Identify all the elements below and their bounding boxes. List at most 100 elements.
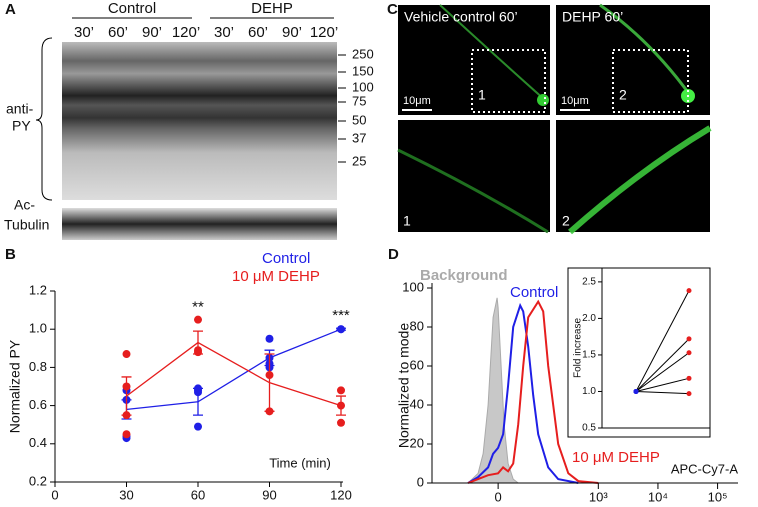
data-point (194, 348, 202, 357)
y-tick-label: 2.0 (582, 313, 596, 324)
lane-label: 120’ (310, 24, 338, 41)
scale-bar-label: 10μm (561, 95, 589, 107)
significance: *** (332, 307, 350, 324)
series-line (126, 328, 342, 411)
data-point (194, 422, 202, 431)
group-label: Control (108, 0, 156, 17)
panel-c (397, 3, 712, 235)
legend-label: 10 μM DEHP (232, 268, 320, 285)
y-tick-label: 60 (410, 357, 424, 372)
data-point (337, 418, 345, 427)
bracket (35, 37, 53, 201)
y-tick-label: 100 (402, 279, 424, 294)
region-label: 2 (562, 213, 570, 229)
y-tick-label: 1.0 (29, 321, 47, 336)
y-tick-label: 80 (410, 318, 424, 333)
scale-bar-label: 10μm (403, 95, 431, 107)
data-point (686, 391, 692, 397)
curve-label: Background (420, 267, 508, 284)
x-tick-label: 10⁴ (648, 489, 668, 504)
y-tick-label: 2.5 (582, 277, 596, 288)
data-point (686, 350, 692, 356)
data-point (194, 315, 202, 324)
lane-label: 60’ (108, 24, 128, 41)
data-point (633, 388, 639, 394)
curve-label: 10 μM DEHP (572, 449, 660, 466)
histogram-curve (466, 297, 520, 484)
data-point (337, 386, 345, 395)
y-tick-label: 0.6 (29, 397, 47, 412)
blot (62, 208, 337, 240)
antibody-label: Tubulin (4, 217, 49, 233)
slope-line (635, 377, 690, 392)
data-point (686, 288, 692, 294)
marker-label: 75 (352, 93, 366, 108)
y-tick-label: 0.8 (29, 359, 47, 374)
data-point (194, 386, 202, 395)
x-axis-label: APC-Cy7-A (671, 461, 739, 476)
y-axis-label: Normalized PY (7, 339, 23, 433)
x-tick-label: 120 (330, 487, 352, 502)
antibody-label: anti- (6, 101, 34, 117)
panel-label: C (387, 1, 398, 18)
data-point (265, 407, 274, 416)
lane-label: 60’ (248, 24, 268, 41)
y-tick-label: 1.0 (582, 386, 596, 397)
y-tick-label: 40 (410, 396, 424, 411)
x-tick-label: 0 (51, 487, 58, 502)
group-label: DEHP (251, 0, 293, 17)
slope-line (635, 290, 690, 392)
marker-label: 25 (352, 153, 366, 168)
x-axis-label: Time (min) (269, 455, 331, 470)
panel-label: B (5, 246, 16, 263)
y-tick-label: 0.2 (29, 473, 47, 488)
curve-label: Control (510, 284, 558, 301)
region-label: 2 (619, 87, 627, 103)
x-tick-label: 60 (191, 487, 205, 502)
data-point (265, 371, 274, 380)
panel-label: A (5, 1, 16, 18)
lane-label: 90’ (142, 24, 162, 41)
histogram-curve (467, 302, 579, 484)
y-tick-label: 0.5 (582, 423, 596, 434)
slope-line (635, 338, 690, 392)
marker-label: 37 (352, 130, 366, 145)
slope-line (635, 352, 690, 392)
x-tick-label: 30 (119, 487, 133, 502)
lane-label: 30’ (214, 24, 234, 41)
data-point (686, 375, 692, 381)
data-point (122, 350, 131, 359)
x-tick-label: 10⁵ (708, 489, 728, 504)
data-point (265, 334, 274, 343)
blot (62, 42, 337, 200)
data-point (122, 382, 131, 391)
y-axis-label: Fold increase (573, 318, 584, 378)
y-axis-label: Normalized to mode (396, 323, 412, 448)
marker-label: 250 (352, 46, 374, 61)
x-tick-label: 90 (262, 487, 276, 502)
data-point (122, 430, 131, 439)
panel-label: D (388, 246, 399, 263)
lane-label: 90’ (282, 24, 302, 41)
slope-line (635, 390, 690, 395)
panel-a (35, 17, 337, 240)
data-point (337, 401, 345, 410)
marker-label: 100 (352, 79, 374, 94)
y-tick-label: 0 (417, 474, 424, 489)
lane-label: 120’ (172, 24, 200, 41)
y-tick-label: 1.5 (582, 350, 596, 361)
legend-label: Control (262, 250, 310, 267)
y-tick-label: 20 (410, 435, 424, 450)
x-tick-label: 0 (495, 489, 502, 504)
y-tick-label: 0.4 (29, 435, 47, 450)
data-point (337, 325, 345, 334)
histogram-curve (467, 299, 599, 484)
image-title: Vehicle control 60’ (404, 9, 518, 25)
series-line (126, 341, 342, 407)
antibody-label: PY (12, 118, 31, 134)
antibody-label: Ac- (14, 197, 35, 213)
marker-label: 50 (352, 112, 366, 127)
region-label: 1 (403, 213, 411, 229)
y-tick-label: 1.2 (29, 282, 47, 297)
